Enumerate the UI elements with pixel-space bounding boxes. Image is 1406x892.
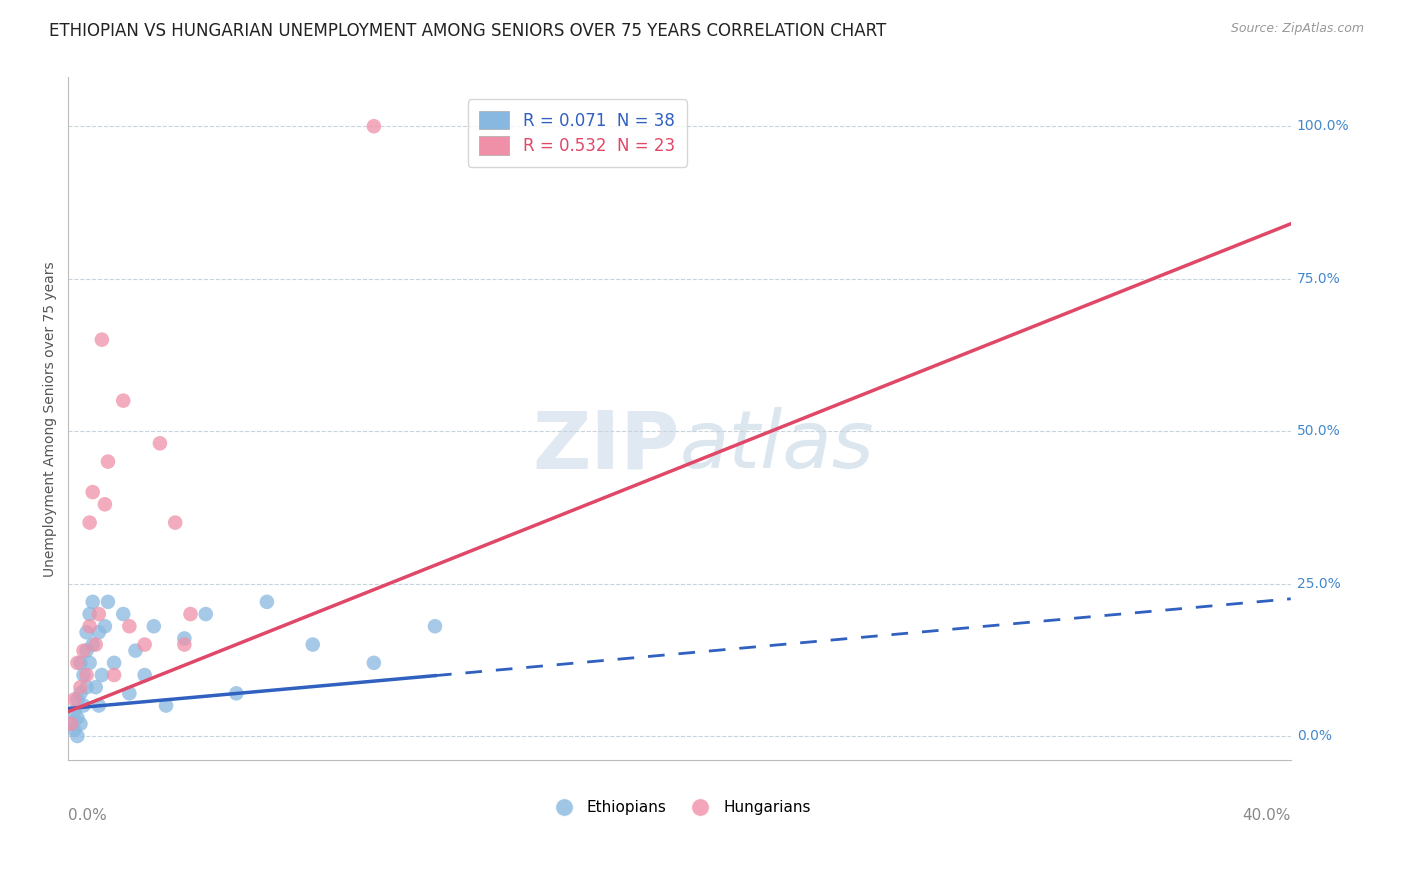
Point	[112, 393, 135, 408]
Point	[194, 607, 217, 621]
Point	[97, 454, 120, 468]
Point	[134, 638, 156, 652]
Point	[84, 680, 107, 694]
Point	[82, 638, 104, 652]
Point	[69, 680, 91, 694]
Point	[124, 643, 146, 657]
Point	[363, 656, 385, 670]
Point	[60, 716, 83, 731]
Point	[82, 595, 104, 609]
Point	[225, 686, 247, 700]
Point	[72, 698, 94, 713]
Text: 100.0%: 100.0%	[1296, 120, 1350, 133]
Point	[423, 619, 446, 633]
Point	[87, 625, 110, 640]
Point	[79, 516, 101, 530]
Y-axis label: Unemployment Among Seniors over 75 years: Unemployment Among Seniors over 75 years	[44, 261, 58, 577]
Point	[301, 638, 323, 652]
Text: Source: ZipAtlas.com: Source: ZipAtlas.com	[1230, 22, 1364, 36]
Point	[149, 436, 172, 450]
Point	[173, 632, 195, 646]
Text: 50.0%: 50.0%	[1296, 424, 1340, 438]
Point	[97, 595, 120, 609]
Point	[76, 643, 98, 657]
Point	[79, 607, 101, 621]
Point	[63, 692, 86, 706]
Point	[76, 625, 98, 640]
Text: atlas: atlas	[679, 408, 875, 485]
Point	[94, 619, 117, 633]
Text: 25.0%: 25.0%	[1296, 576, 1340, 591]
Point	[90, 333, 112, 347]
Point	[79, 656, 101, 670]
Point	[103, 656, 125, 670]
Point	[87, 698, 110, 713]
Point	[66, 692, 89, 706]
Point	[179, 607, 201, 621]
Text: ZIP: ZIP	[533, 408, 679, 485]
Text: ETHIOPIAN VS HUNGARIAN UNEMPLOYMENT AMONG SENIORS OVER 75 YEARS CORRELATION CHAR: ETHIOPIAN VS HUNGARIAN UNEMPLOYMENT AMON…	[49, 22, 886, 40]
Point	[118, 619, 141, 633]
Point	[82, 485, 104, 500]
Point	[63, 723, 86, 737]
Point	[256, 595, 278, 609]
Point	[69, 686, 91, 700]
Point	[90, 668, 112, 682]
Point	[103, 668, 125, 682]
Point	[142, 619, 165, 633]
Point	[66, 711, 89, 725]
Text: 40.0%: 40.0%	[1243, 808, 1291, 823]
Point	[112, 607, 135, 621]
Point	[155, 698, 177, 713]
Point	[76, 668, 98, 682]
Point	[69, 716, 91, 731]
Legend: Ethiopians, Hungarians: Ethiopians, Hungarians	[543, 794, 817, 821]
Point	[84, 638, 107, 652]
Text: 75.0%: 75.0%	[1296, 272, 1340, 285]
Point	[60, 716, 83, 731]
Point	[76, 680, 98, 694]
Point	[87, 607, 110, 621]
Point	[165, 516, 187, 530]
Text: 0.0%: 0.0%	[69, 808, 107, 823]
Point	[72, 668, 94, 682]
Point	[94, 497, 117, 511]
Point	[63, 705, 86, 719]
Point	[66, 656, 89, 670]
Point	[79, 619, 101, 633]
Point	[173, 638, 195, 652]
Point	[72, 643, 94, 657]
Point	[363, 120, 385, 134]
Text: 0.0%: 0.0%	[1296, 729, 1331, 743]
Point	[69, 656, 91, 670]
Point	[134, 668, 156, 682]
Point	[118, 686, 141, 700]
Point	[66, 729, 89, 743]
